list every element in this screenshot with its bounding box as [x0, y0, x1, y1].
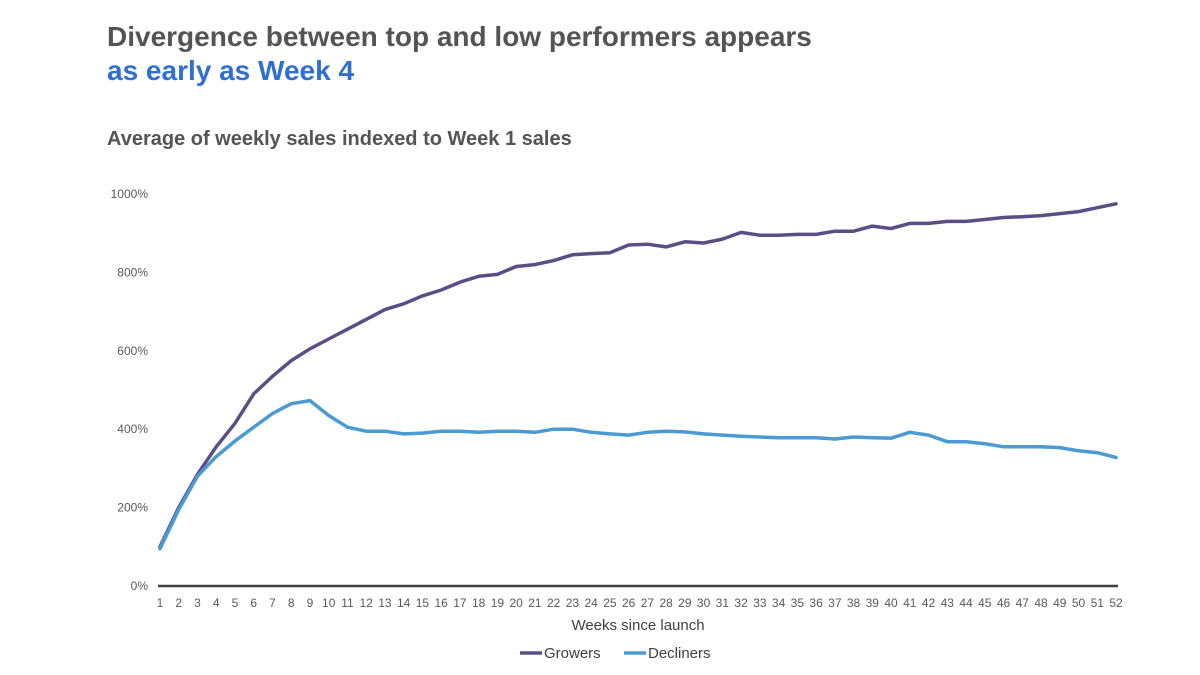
y-tick-label: 0% — [131, 579, 149, 593]
x-tick-label: 32 — [734, 596, 748, 610]
x-tick-label: 23 — [566, 596, 580, 610]
x-tick-label: 27 — [641, 596, 655, 610]
x-tick-label: 14 — [397, 596, 411, 610]
x-tick-label: 16 — [434, 596, 448, 610]
x-tick-label: 51 — [1091, 596, 1105, 610]
y-tick-label: 600% — [117, 344, 148, 358]
x-tick-label: 24 — [584, 596, 598, 610]
x-tick-label: 35 — [791, 596, 805, 610]
x-tick-label: 42 — [922, 596, 936, 610]
x-tick-label: 29 — [678, 596, 692, 610]
x-tick-label: 17 — [453, 596, 467, 610]
series-line-decliners — [158, 398, 1118, 551]
legend-label: Growers — [544, 645, 601, 662]
x-tick-label: 18 — [472, 596, 486, 610]
x-axis-label: Weeks since launch — [571, 617, 704, 634]
x-tick-label: 48 — [1034, 596, 1048, 610]
x-tick-label: 26 — [622, 596, 636, 610]
headline: Divergence between top and low performer… — [107, 20, 812, 88]
x-tick-label: 19 — [491, 596, 505, 610]
x-tick-label: 21 — [528, 596, 542, 610]
x-tick-label: 3 — [194, 596, 201, 610]
y-tick-label: 400% — [117, 422, 148, 436]
series-line-growers — [158, 202, 1118, 549]
legend-item-growers: Growers — [520, 645, 601, 662]
x-tick-label: 6 — [250, 596, 257, 610]
x-tick-label: 9 — [307, 596, 314, 610]
x-tick-label: 8 — [288, 596, 295, 610]
x-tick-label: 11 — [341, 596, 354, 610]
legend: Growers Decliners — [520, 645, 711, 662]
x-tick-label: 40 — [884, 596, 898, 610]
x-tick-label: 46 — [997, 596, 1011, 610]
x-tick-label: 5 — [232, 596, 239, 610]
x-tick-label: 44 — [959, 596, 973, 610]
chart-title: Average of weekly sales indexed to Week … — [107, 128, 572, 150]
x-tick-label: 43 — [941, 596, 955, 610]
x-tick-label: 15 — [416, 596, 430, 610]
series-lines — [158, 202, 1118, 551]
y-tick-label: 200% — [117, 501, 148, 515]
x-tick-label: 33 — [753, 596, 767, 610]
x-tick-label: 34 — [772, 596, 786, 610]
x-tick-label: 28 — [659, 596, 673, 610]
x-tick-label: 41 — [903, 596, 917, 610]
headline-line2: as early as Week 4 — [107, 55, 355, 86]
x-tick-label: 50 — [1072, 596, 1086, 610]
legend-label: Decliners — [648, 645, 711, 662]
x-tick-label: 20 — [509, 596, 523, 610]
legend-item-decliners: Decliners — [624, 645, 711, 662]
x-tick-label: 25 — [603, 596, 617, 610]
x-tick-label: 10 — [322, 596, 336, 610]
x-tick-label: 22 — [547, 596, 561, 610]
x-tick-label: 49 — [1053, 596, 1067, 610]
x-tick-label: 37 — [828, 596, 842, 610]
x-tick-label: 30 — [697, 596, 711, 610]
x-tick-label: 38 — [847, 596, 861, 610]
x-tick-label: 13 — [378, 596, 392, 610]
x-tick-label: 47 — [1016, 596, 1030, 610]
x-tick-label: 7 — [269, 596, 276, 610]
x-tick-label: 31 — [716, 596, 730, 610]
x-tick-label: 45 — [978, 596, 992, 610]
x-axis: 1 2 3 4 5 6 7 8 9 10 11 12 13 14 15 16 17 18 19 20 21 22 23 24 2… — [157, 596, 1123, 610]
x-tick-label: 39 — [866, 596, 880, 610]
headline-line1: Divergence between top and low performer… — [107, 21, 812, 52]
x-tick-label: 1 — [157, 596, 164, 610]
x-tick-label: 52 — [1109, 596, 1123, 610]
x-tick-label: 36 — [809, 596, 823, 610]
y-tick-label: 1000% — [111, 187, 149, 201]
x-tick-label: 12 — [360, 596, 374, 610]
x-tick-label: 2 — [175, 596, 182, 610]
x-tick-label: 4 — [213, 596, 220, 610]
y-tick-label: 800% — [117, 265, 148, 279]
y-axis: 0% 200% 400% 600% 800% 1000% — [111, 187, 149, 593]
